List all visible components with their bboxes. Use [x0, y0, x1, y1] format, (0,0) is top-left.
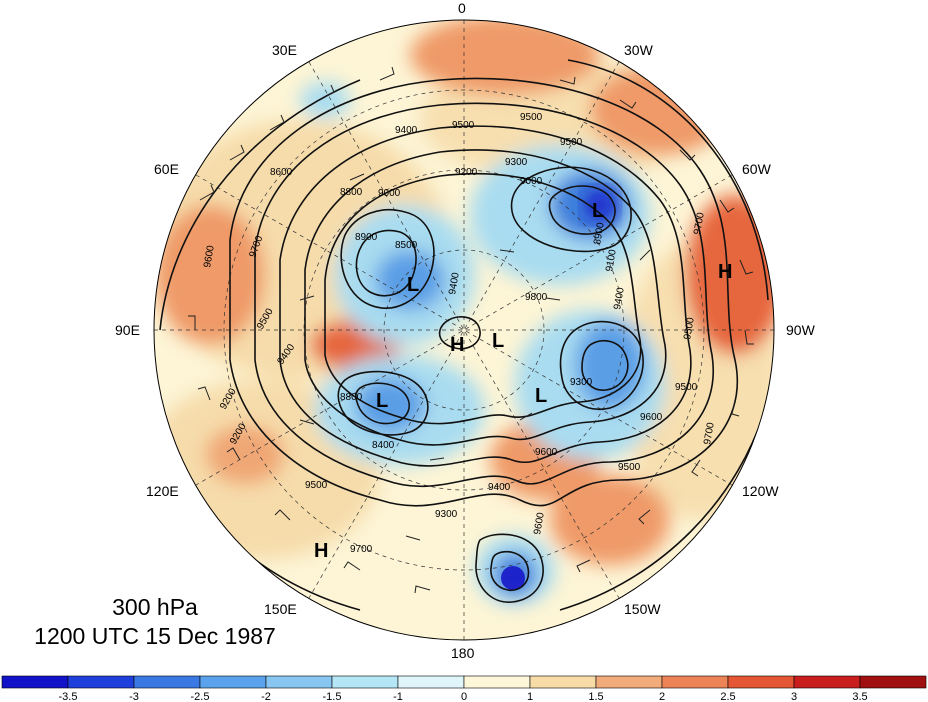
contour-label: 9500 [520, 112, 543, 123]
contour-label: 9500 [682, 316, 697, 340]
contour-label: 9500 [560, 137, 583, 148]
low-center: L [592, 200, 604, 222]
contour-label: 8800 [340, 187, 363, 198]
colorbar-tick-label: 0 [461, 691, 467, 702]
lon-label-150w: 150W [624, 601, 661, 617]
colorbar-tick-label: 1 [527, 691, 533, 702]
contour-label: 9500 [452, 120, 475, 131]
contour-label: 9400 [395, 125, 418, 136]
colorbar-tick-label: -2 [261, 691, 271, 702]
contour-label: 9400 [447, 271, 462, 295]
map-border [153, 19, 775, 641]
contour-label: 9700 [692, 211, 707, 235]
contour-label: 9300 [435, 509, 458, 520]
contour-label: 8600 [270, 167, 293, 178]
low-center: L [535, 385, 547, 407]
colorbar-tick-label: 3 [791, 691, 797, 702]
colorbar-tick-label: -1 [393, 691, 403, 702]
colorbar-tick-label: -1.5 [323, 691, 342, 702]
lon-label-30w: 30W [624, 42, 654, 58]
wind-barbs [188, 66, 754, 594]
low-center: L [492, 330, 504, 352]
map-title-time: 1200 UTC 15 Dec 1987 [34, 623, 276, 649]
contour-label: 9600 [535, 447, 558, 458]
colorbar-swatch [661, 675, 729, 689]
lon-label-90w: 90W [786, 322, 816, 338]
colorbar-tick-label: -3 [129, 691, 139, 702]
colorbar-tick-label: 2 [659, 691, 665, 702]
lon-label-60w: 60W [742, 161, 772, 177]
contour-label: 9800 [525, 292, 548, 303]
colorbar-tick-label: 2.5 [720, 691, 735, 702]
contour-label: 9300 [505, 157, 528, 168]
colorbar-tick-label: -2.5 [191, 691, 210, 702]
contour-label: 8900 [592, 221, 607, 245]
lon-label-120e: 120E [146, 483, 179, 499]
contour-label: 9100 [604, 248, 619, 272]
contour-label: 9400 [612, 286, 627, 310]
colorbar-swatch [67, 675, 135, 689]
contour-label: 9500 [618, 462, 641, 473]
colorbar-swatch [397, 675, 465, 689]
lon-label-30e: 30E [272, 42, 297, 58]
colorbar-swatch [133, 675, 201, 689]
contour-label: 9000 [378, 188, 401, 199]
contour-label: 9600 [532, 511, 547, 535]
lon-label-60e: 60E [154, 161, 179, 177]
contour-label: 8400 [372, 440, 395, 451]
contour-label: 9400 [488, 482, 511, 493]
longitude-labels: 0 30E 30W 60E 60W 90E 90W 120E 120W 150E… [115, 0, 816, 661]
contour-label: 9700 [702, 421, 717, 445]
colorbar-tick-label: -3.5 [59, 691, 78, 702]
high-center: H [314, 540, 328, 562]
contour-label: 9500 [305, 480, 328, 491]
colorbar-swatch [793, 675, 861, 689]
colorbar-swatch [727, 675, 795, 689]
low-center: L [407, 274, 419, 296]
pressure-centers: H H H L L L L L [314, 200, 732, 562]
colorbar-swatch [529, 675, 597, 689]
height-contours [159, 59, 769, 611]
contour-label: 9700 [350, 544, 373, 555]
map-title-level: 300 hPa [112, 594, 198, 620]
low-center: L [376, 390, 388, 412]
lon-label-180: 180 [451, 645, 475, 661]
lon-label-120w: 120W [742, 483, 779, 499]
contour-label: 8900 [355, 232, 378, 243]
contour-label: 9600 [640, 412, 663, 423]
colorbar: -3.5 -3 -2.5 -2 -1.5 -1 0 1 1.5 2 2.5 3 3.5 [1, 675, 927, 702]
colorbar-swatch [199, 675, 267, 689]
colorbar-swatch [463, 675, 531, 689]
contour-label: 9600 [202, 244, 217, 268]
colorbar-tick-label: 3.5 [852, 691, 867, 702]
lon-label-0: 0 [458, 0, 466, 16]
high-center: H [450, 334, 464, 356]
contour-label: 9200 [455, 167, 478, 178]
colorbar-swatch [331, 675, 399, 689]
lon-label-90e: 90E [115, 322, 140, 338]
colorbar-swatch [859, 675, 927, 689]
colorbar-swatch [595, 675, 663, 689]
colorbar-tick-label: 1.5 [588, 691, 603, 702]
contour-label: 8500 [395, 240, 418, 251]
contour-label: 9300 [570, 377, 593, 388]
colorbar-swatch [1, 675, 69, 689]
contour-label: 9000 [520, 176, 543, 187]
contour-label: 8800 [340, 392, 363, 403]
high-center: H [718, 261, 732, 283]
contour-label: 9500 [675, 382, 698, 393]
lon-label-150e: 150E [264, 601, 297, 617]
colorbar-swatch [265, 675, 333, 689]
